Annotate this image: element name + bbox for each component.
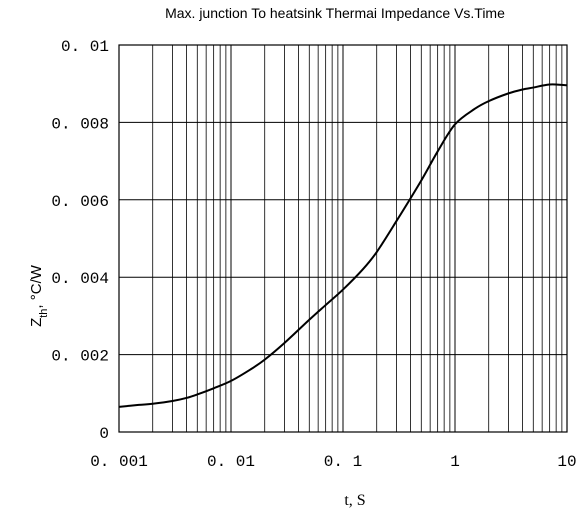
- x-tick-labels: 0. 001 0. 01 0. 1 1 10: [90, 453, 576, 471]
- y-axis-label-unit: , °C/W: [28, 264, 45, 308]
- x-tick-label: 1: [450, 453, 460, 471]
- y-tick-label: 0. 002: [51, 348, 109, 366]
- y-tick-label: 0. 006: [51, 193, 109, 211]
- y-axis-label: Zth, °C/W: [28, 264, 50, 327]
- x-tick-label: 0. 01: [207, 453, 255, 471]
- plot-frame: [118, 44, 568, 433]
- impedance-curve: [118, 83, 568, 408]
- y-tick-label: 0. 01: [61, 38, 109, 56]
- minor-gridlines: [152, 45, 563, 432]
- chart-title: Max. junction To heatsink Thermai Impeda…: [165, 5, 505, 21]
- y-tick-label: 0. 004: [51, 270, 109, 288]
- x-tick-label: 10: [557, 453, 576, 471]
- y-tick-label: 0: [99, 425, 109, 443]
- x-tick-label: 0. 1: [324, 453, 362, 471]
- y-tick-label: 0. 008: [51, 115, 109, 133]
- y-axis-label-main: Z: [28, 318, 45, 327]
- x-axis-label: t, S: [344, 492, 365, 509]
- y-tick-labels: 0 0. 002 0. 004 0. 006 0. 008 0. 01: [51, 38, 109, 443]
- y-axis-label-subscript: th: [38, 309, 50, 318]
- x-tick-label: 0. 001: [90, 453, 148, 471]
